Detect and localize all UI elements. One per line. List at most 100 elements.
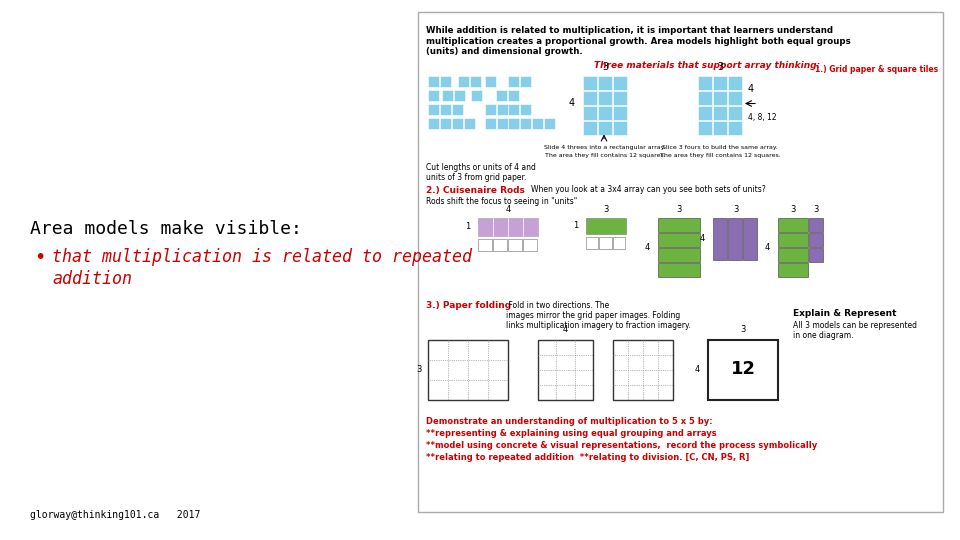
- Bar: [778, 262, 808, 276]
- Text: •: •: [34, 248, 45, 267]
- Text: Slice 3 fours to build the same array.: Slice 3 fours to build the same array.: [662, 145, 778, 151]
- Text: 4, 8, 12: 4, 8, 12: [748, 113, 777, 122]
- Bar: [778, 218, 808, 232]
- Text: links multiplication imagery to fraction imagery.: links multiplication imagery to fraction…: [506, 321, 691, 330]
- Text: 3: 3: [676, 206, 682, 214]
- Bar: [598, 76, 612, 90]
- Text: While addition is related to multiplication, it is important that learners under: While addition is related to multiplicat…: [426, 26, 833, 35]
- Text: 4: 4: [748, 84, 755, 94]
- Text: 3: 3: [717, 63, 723, 72]
- Bar: [583, 76, 597, 90]
- Text: When you look at a 3x4 array can you see both sets of units?: When you look at a 3x4 array can you see…: [531, 186, 766, 194]
- Bar: [586, 237, 598, 248]
- Bar: [544, 118, 555, 129]
- Bar: [478, 218, 538, 235]
- Text: Explain & Represent: Explain & Represent: [793, 309, 897, 319]
- Text: 4: 4: [563, 326, 568, 334]
- Bar: [708, 340, 778, 400]
- Bar: [452, 104, 463, 114]
- Bar: [658, 218, 700, 232]
- Bar: [598, 105, 612, 119]
- Text: The area they fill contains 12 squares.: The area they fill contains 12 squares.: [544, 153, 665, 159]
- Text: All 3 models can be represented: All 3 models can be represented: [793, 321, 917, 330]
- Bar: [497, 104, 508, 114]
- Bar: [698, 76, 712, 90]
- Bar: [658, 233, 700, 246]
- Text: 4: 4: [765, 243, 770, 252]
- Bar: [508, 90, 519, 100]
- Bar: [613, 76, 627, 90]
- Bar: [613, 91, 627, 105]
- Bar: [428, 76, 439, 86]
- Bar: [454, 90, 465, 100]
- Text: Area models make visible:: Area models make visible:: [30, 220, 301, 238]
- Text: 3: 3: [603, 206, 609, 214]
- Bar: [496, 90, 507, 100]
- Bar: [538, 340, 593, 400]
- Bar: [508, 104, 519, 114]
- Bar: [485, 104, 496, 114]
- Bar: [485, 76, 496, 86]
- Bar: [728, 76, 742, 90]
- Text: Slide 4 threes into a rectangular array.: Slide 4 threes into a rectangular array.: [544, 145, 665, 151]
- Bar: [458, 76, 469, 86]
- Bar: [809, 218, 823, 232]
- Bar: [728, 120, 742, 134]
- Bar: [809, 247, 823, 261]
- Bar: [464, 118, 475, 129]
- Bar: [418, 12, 943, 512]
- Bar: [440, 118, 451, 129]
- Bar: [586, 218, 626, 233]
- Text: 4: 4: [695, 365, 700, 374]
- Bar: [658, 262, 700, 276]
- Bar: [485, 118, 496, 129]
- Text: 3.) Paper folding: 3.) Paper folding: [426, 301, 511, 310]
- Bar: [599, 237, 612, 248]
- Text: **model using concrete & visual representations,  record the process symbolicall: **model using concrete & visual represen…: [426, 442, 817, 450]
- Bar: [440, 104, 451, 114]
- Bar: [728, 105, 742, 119]
- Bar: [583, 105, 597, 119]
- Text: Cut lengths or units of 4 and: Cut lengths or units of 4 and: [426, 164, 536, 172]
- Text: that multiplication is related to repeated: that multiplication is related to repeat…: [52, 248, 472, 266]
- Bar: [658, 247, 700, 261]
- Text: 12: 12: [731, 361, 756, 379]
- Text: glorway@thinking101.ca   2017: glorway@thinking101.ca 2017: [30, 510, 201, 520]
- Text: in one diagram.: in one diagram.: [793, 332, 853, 341]
- Text: units of 3 from grid paper.: units of 3 from grid paper.: [426, 172, 526, 181]
- Bar: [728, 91, 742, 105]
- Bar: [520, 76, 531, 86]
- Text: **relating to repeated addition  **relating to division. [C, CN, PS, R]: **relating to repeated addition **relati…: [426, 454, 750, 462]
- Bar: [440, 76, 451, 86]
- Text: 4: 4: [645, 243, 650, 252]
- Text: Fold in two directions. The: Fold in two directions. The: [506, 301, 610, 310]
- Bar: [520, 118, 531, 129]
- Bar: [613, 120, 627, 134]
- Bar: [428, 340, 508, 400]
- Text: (units) and dimensional growth.: (units) and dimensional growth.: [426, 47, 583, 56]
- Text: The area they fill contains 12 squares.: The area they fill contains 12 squares.: [660, 153, 780, 159]
- Text: addition: addition: [52, 270, 132, 288]
- Text: 1: 1: [573, 221, 578, 230]
- Bar: [442, 90, 453, 100]
- Bar: [713, 105, 727, 119]
- Text: 2.) Cuisenaire Rods: 2.) Cuisenaire Rods: [426, 186, 525, 194]
- Bar: [713, 120, 727, 134]
- Text: 1: 1: [465, 222, 470, 231]
- Bar: [428, 104, 439, 114]
- Bar: [508, 118, 519, 129]
- Bar: [493, 239, 507, 251]
- Bar: [478, 239, 492, 251]
- Bar: [598, 91, 612, 105]
- Bar: [728, 218, 742, 260]
- Text: images mirror the grid paper images. Folding: images mirror the grid paper images. Fol…: [506, 312, 681, 321]
- Bar: [509, 118, 520, 129]
- Text: 3: 3: [602, 63, 608, 72]
- Bar: [471, 90, 482, 100]
- Text: 3: 3: [732, 206, 738, 214]
- Bar: [778, 247, 808, 261]
- Bar: [508, 76, 519, 86]
- Bar: [583, 91, 597, 105]
- Text: 4: 4: [569, 98, 575, 109]
- Bar: [598, 120, 612, 134]
